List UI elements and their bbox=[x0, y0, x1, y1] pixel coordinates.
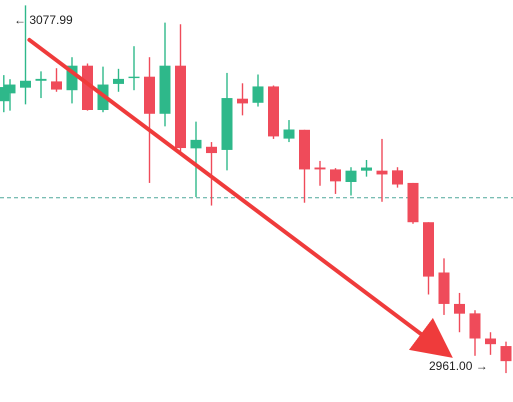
candle-23 bbox=[330, 168, 341, 194]
candle-28 bbox=[407, 182, 419, 224]
candle-7 bbox=[82, 63, 93, 111]
candle-17 bbox=[237, 83, 248, 116]
candle-3 bbox=[20, 5, 31, 105]
candle-13 bbox=[175, 24, 186, 154]
candle-8 bbox=[97, 66, 109, 113]
candle-body bbox=[500, 346, 512, 362]
candle-body bbox=[485, 338, 496, 345]
candle-body bbox=[190, 139, 202, 149]
candle-body bbox=[299, 129, 310, 170]
candle-body bbox=[237, 98, 248, 104]
candle-12 bbox=[159, 22, 171, 127]
candle-body bbox=[113, 78, 124, 84]
arrow-layer bbox=[27, 37, 453, 358]
candle-body bbox=[469, 313, 481, 339]
candle-1 bbox=[0, 75, 10, 113]
candle-body bbox=[4, 84, 16, 94]
candle-19 bbox=[268, 85, 279, 139]
candle-5 bbox=[51, 68, 62, 92]
candle-31 bbox=[454, 292, 465, 333]
candle-18 bbox=[252, 74, 264, 107]
label-layer: ← 3077.99 2961.00 → bbox=[14, 13, 488, 373]
candle-26 bbox=[376, 138, 388, 202]
candle-2 bbox=[4, 79, 16, 111]
candle-body bbox=[268, 86, 279, 137]
candle-16 bbox=[221, 72, 233, 171]
candle-9 bbox=[113, 68, 124, 92]
candle-20 bbox=[283, 120, 295, 143]
candle-10 bbox=[128, 46, 140, 91]
candle-11 bbox=[144, 57, 155, 183]
candle-body bbox=[128, 76, 140, 79]
candle-body bbox=[314, 167, 326, 170]
candle-25 bbox=[361, 159, 372, 177]
candle-21 bbox=[299, 129, 310, 203]
candle-body bbox=[252, 86, 264, 103]
candle-body bbox=[361, 167, 372, 171]
candle-33 bbox=[485, 332, 496, 355]
candle-body bbox=[20, 80, 31, 88]
candle-27 bbox=[392, 167, 403, 188]
candle-body bbox=[82, 65, 93, 111]
candle-body bbox=[159, 65, 171, 114]
candle-body bbox=[221, 98, 233, 150]
candle-6 bbox=[66, 57, 78, 104]
candle-34 bbox=[500, 341, 512, 374]
candle-body bbox=[345, 170, 357, 182]
candle-15 bbox=[206, 142, 217, 206]
candle-30 bbox=[438, 258, 450, 315]
candle-body bbox=[407, 182, 419, 223]
candle-body bbox=[35, 78, 47, 81]
trend-arrow bbox=[27, 37, 453, 358]
candle-layer bbox=[0, 5, 512, 374]
candle-14 bbox=[190, 121, 202, 198]
candle-body bbox=[438, 272, 450, 304]
candle-body bbox=[66, 65, 78, 91]
candle-body bbox=[454, 303, 465, 314]
candle-29 bbox=[423, 222, 434, 295]
candle-24 bbox=[345, 167, 357, 196]
candle-body bbox=[51, 81, 62, 90]
candle-body bbox=[392, 170, 403, 185]
candle-body bbox=[283, 129, 295, 139]
candle-4 bbox=[35, 71, 47, 99]
low-price-label: 2961.00 → bbox=[429, 359, 488, 373]
high-price-label: ← 3077.99 bbox=[14, 13, 73, 27]
candle-body bbox=[206, 146, 217, 154]
candle-body bbox=[330, 169, 341, 182]
candle-body bbox=[144, 76, 155, 114]
candle-22 bbox=[314, 160, 326, 186]
candle-body bbox=[376, 170, 388, 175]
candle-body bbox=[0, 87, 10, 102]
candle-32 bbox=[469, 310, 481, 356]
candle-body bbox=[175, 65, 186, 149]
candle-body bbox=[423, 222, 434, 277]
